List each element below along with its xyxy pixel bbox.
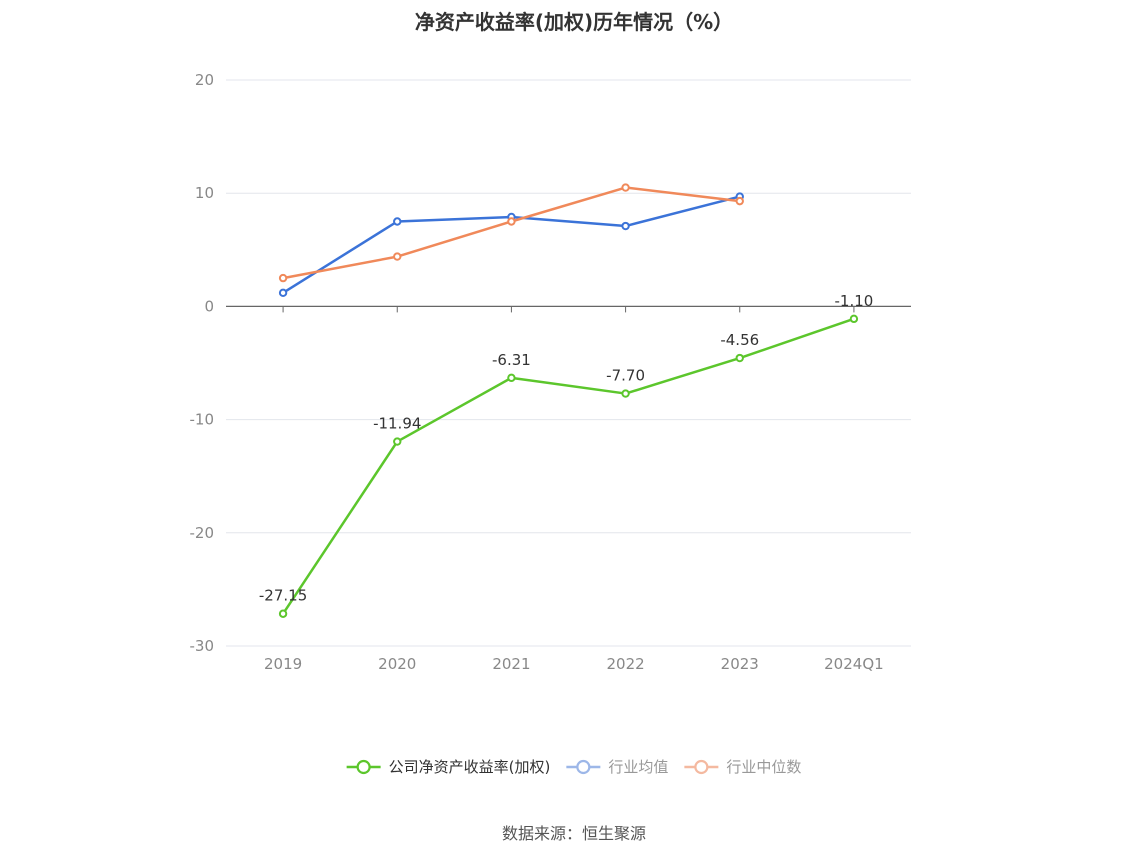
data-point [393, 437, 402, 446]
y-tick-label: 10 [195, 184, 214, 202]
y-tick-label: -20 [190, 524, 215, 542]
legend-swatch-marker [356, 759, 371, 775]
legend-item[interactable]: 公司净资产收益率(加权) [346, 758, 551, 776]
data-point [278, 288, 288, 298]
series-layer [278, 183, 859, 618]
x-tick-label: 2022 [606, 655, 644, 673]
legend-item[interactable]: 行业均值 [566, 758, 668, 776]
data-point [621, 183, 630, 192]
series-line [282, 186, 740, 280]
x-tick-label: 2023 [721, 655, 759, 673]
data-point [507, 373, 516, 383]
axis-layer: 20 10 0 -10 -20 -30 2019 2020 2021 2022 2023 2024Q1 [190, 71, 911, 673]
data-label-layer: -27.15 -11.94 -6.31 -7.70 -4.56 -1.10 [259, 292, 873, 605]
legend-swatch-marker [694, 759, 709, 775]
data-label: -7.70 [606, 367, 645, 385]
x-tick-label: 2021 [492, 655, 530, 673]
x-tick-label: 2024Q1 [824, 655, 884, 673]
data-label: -1.10 [835, 292, 874, 310]
legend[interactable]: 公司净资产收益率(加权) 行业均值 行业中位数 [346, 758, 802, 776]
x-tick-label: 2019 [264, 655, 302, 673]
data-point [507, 217, 516, 226]
data-label: -4.56 [720, 331, 759, 349]
data-point [393, 252, 402, 261]
legend-item[interactable]: 行业中位数 [684, 758, 801, 776]
data-point [278, 273, 288, 283]
data-point [278, 609, 288, 618]
data-point [393, 217, 402, 226]
legend-swatch-marker [576, 759, 591, 775]
series-line [282, 195, 741, 294]
data-point [735, 196, 744, 206]
y-tick-label: 20 [195, 71, 214, 89]
data-label: -11.94 [373, 415, 421, 433]
y-tick-label: -10 [190, 411, 215, 429]
y-tick-label: -30 [190, 637, 215, 655]
y-tick-label: 0 [204, 297, 214, 315]
legend-label: 行业中位数 [726, 758, 801, 776]
data-point [621, 389, 630, 398]
data-point [849, 314, 859, 324]
data-point [621, 221, 630, 231]
x-tick-label: 2020 [378, 655, 416, 673]
legend-label: 行业均值 [608, 758, 668, 776]
data-point [735, 353, 744, 363]
data-label: -6.31 [492, 351, 531, 369]
legend-label: 公司净资产收益率(加权) [389, 758, 551, 776]
chart-title: 净资产收益率(加权)历年情况（%） [414, 10, 734, 34]
data-source-note: 数据来源：恒生聚源 [501, 824, 646, 843]
series-line [282, 317, 855, 615]
data-label: -27.15 [259, 587, 307, 605]
grid-layer [226, 79, 911, 647]
